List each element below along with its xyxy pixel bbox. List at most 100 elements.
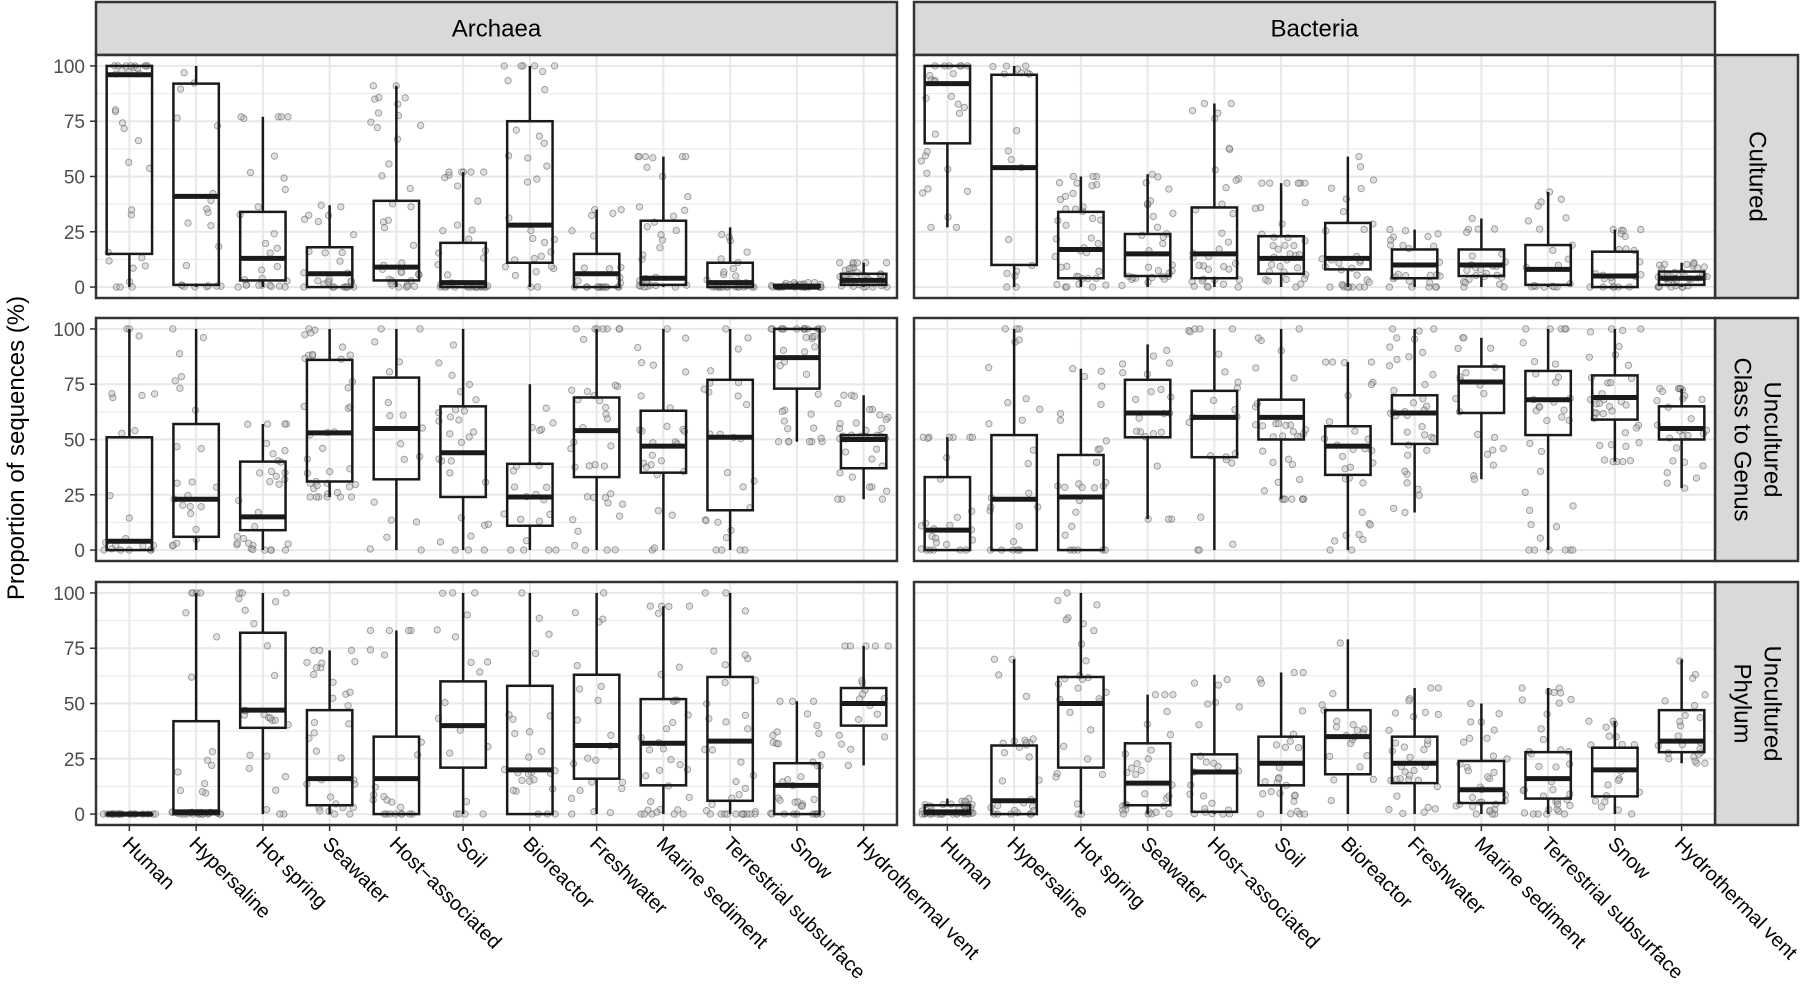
data-point-Soil [455, 810, 463, 818]
data-point-Marine sediment [1495, 710, 1503, 718]
data-point-Freshwater [1389, 504, 1398, 513]
data-point-Hypersaline [985, 364, 993, 372]
x-tick-label: Bioreactor [1336, 833, 1416, 913]
data-point-Snow [1622, 401, 1630, 409]
data-point-Human [111, 108, 120, 116]
data-point-Seawater [314, 277, 322, 285]
data-point-Seawater [308, 350, 317, 359]
data-point-Marine sediment [1464, 767, 1472, 775]
data-point-Freshwater [1431, 805, 1439, 813]
data-point-Bioreactor [527, 226, 535, 235]
x-tick-label: Bioreactor [518, 833, 598, 913]
data-point-Bioreactor [531, 62, 539, 70]
data-point-Terrestrial subsurface [1552, 763, 1560, 771]
data-point-Hypersaline [1029, 446, 1037, 454]
data-point-Hot spring [271, 598, 280, 606]
data-point-Human [125, 514, 133, 522]
data-point-Hypersaline [197, 444, 205, 453]
data-point-Marine sediment [1465, 734, 1474, 742]
data-point-Hypersaline [187, 509, 195, 518]
data-point-Terrestrial subsurface [722, 533, 731, 542]
y-tick-label: 0 [74, 541, 85, 562]
box-Human [105, 64, 154, 256]
data-point-Terrestrial subsurface [1558, 413, 1566, 421]
data-point-Soil [1299, 668, 1307, 677]
data-point-Host−associated [1228, 459, 1236, 467]
data-point-Hot spring [1061, 192, 1070, 200]
data-point-Freshwater [1404, 451, 1412, 459]
data-point-Hydrothermal vent [854, 715, 863, 724]
box-Marine sediment [1457, 759, 1506, 805]
data-point-Freshwater [1401, 467, 1409, 475]
data-point-Terrestrial subsurface [1537, 447, 1546, 456]
data-point-Seawater [1165, 810, 1173, 818]
data-point-Seawater [317, 201, 325, 209]
data-point-Bioreactor [1363, 752, 1371, 760]
data-point-Hydrothermal vent [1672, 444, 1681, 452]
data-point-Soil [1286, 737, 1294, 745]
data-point-Freshwater [615, 325, 623, 333]
data-point-Freshwater [600, 462, 609, 470]
data-point-Seawater [312, 493, 321, 501]
data-point-Hot spring [1092, 458, 1101, 467]
data-point-Bioreactor [1355, 152, 1363, 161]
data-point-Snow [1619, 457, 1627, 466]
data-point-Human [923, 169, 931, 177]
data-point-Hot spring [263, 752, 271, 760]
data-point-Seawater [1151, 691, 1160, 699]
data-point-Soil [1264, 277, 1272, 285]
data-point-Hot spring [1090, 484, 1099, 492]
data-point-Hot spring [233, 539, 241, 547]
data-point-Hypersaline [184, 219, 192, 227]
data-point-Hypersaline [179, 501, 187, 509]
data-point-Hot spring [1056, 416, 1065, 424]
data-point-Host−associated [407, 626, 415, 635]
box-Terrestrial subsurface [1524, 750, 1573, 800]
data-point-Hypersaline [1007, 155, 1015, 164]
data-point-Human [955, 109, 964, 118]
data-point-Marine sediment [1463, 266, 1471, 275]
data-point-Bioreactor [1360, 225, 1368, 234]
data-point-Hot spring [1102, 437, 1110, 445]
data-point-Bioreactor [1360, 283, 1369, 291]
data-point-Hypersaline [196, 589, 205, 597]
data-point-Hypersaline [173, 479, 181, 487]
data-point-Terrestrial subsurface [708, 800, 716, 809]
data-point-Seawater [326, 793, 335, 801]
data-point-Bioreactor [1330, 537, 1339, 545]
data-point-Seawater [1147, 746, 1155, 754]
data-point-Hypersaline [1018, 416, 1026, 424]
data-point-Hydrothermal vent [1681, 711, 1689, 720]
data-point-Seawater [337, 203, 345, 211]
data-point-Soil [1288, 460, 1297, 469]
data-point-Seawater [1166, 731, 1175, 739]
data-point-Bioreactor [1326, 546, 1334, 554]
data-point-Freshwater [1403, 428, 1411, 436]
data-point-Hot spring [284, 540, 292, 548]
y-tick-label: 50 [64, 695, 85, 716]
data-point-Bioreactor [1367, 358, 1376, 366]
data-point-Marine sediment [654, 507, 662, 515]
data-point-Freshwater [1434, 230, 1442, 238]
data-point-Snow [769, 731, 777, 739]
data-point-Hot spring [1090, 627, 1098, 635]
box-Hot spring [1056, 210, 1105, 280]
data-point-Marine sediment [655, 766, 664, 774]
data-point-Hydrothermal vent [878, 424, 886, 433]
data-point-Hydrothermal vent [836, 259, 844, 267]
data-point-Host−associated [409, 241, 418, 249]
data-point-Host−associated [1204, 265, 1213, 274]
data-point-Freshwater [574, 277, 582, 285]
data-point-Marine sediment [640, 810, 649, 818]
data-point-Marine sediment [1468, 793, 1477, 802]
data-point-Marine sediment [654, 609, 663, 617]
data-point-Bioreactor [516, 515, 525, 523]
data-point-Bioreactor [542, 404, 550, 412]
data-point-Bioreactor [1333, 717, 1341, 725]
data-point-Marine sediment [1489, 461, 1497, 469]
data-point-Human [919, 433, 927, 441]
strip-row-label-line: Uncultured [1759, 381, 1786, 497]
data-point-Snow [774, 438, 783, 446]
data-point-Soil [479, 810, 487, 818]
data-point-Marine sediment [645, 746, 654, 754]
